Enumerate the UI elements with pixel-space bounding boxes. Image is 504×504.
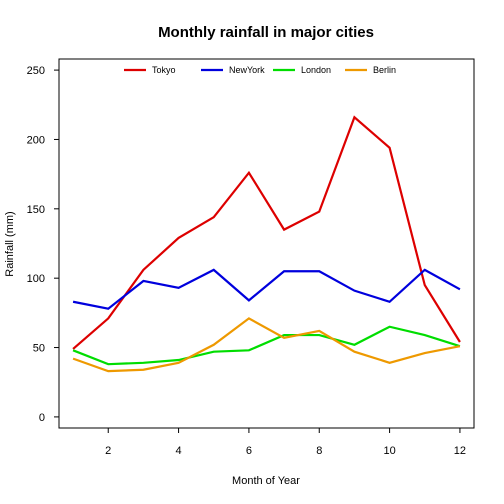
x-tick-label: 12 [454,445,466,457]
y-tick-label: 50 [33,343,45,355]
series-line-berlin [72,317,461,373]
x-tick-label: 2 [105,445,111,457]
x-axis: 2 4 6 8 10 12 [105,428,466,457]
legend-label-newyork: NewYork [229,65,265,75]
x-tick-label: 10 [383,445,395,457]
series-line-newyork [72,268,461,310]
x-tick-label: 8 [316,445,322,457]
legend-label-berlin: Berlin [373,65,396,75]
y-tick-label: 100 [27,273,45,285]
y-axis: 0 50 100 150 200 250 [27,65,59,424]
plot-frame [58,58,475,429]
series-line-tokyo [72,115,461,350]
x-tick-label: 4 [176,445,182,457]
y-tick-label: 250 [27,65,45,77]
series-lines [72,115,461,373]
series-line-london [72,325,461,366]
legend-label-london: London [301,65,331,75]
x-tick-label: 6 [246,445,252,457]
chart-title: Monthly rainfall in major cities [158,24,374,41]
y-tick-label: 200 [27,134,45,146]
legend: Tokyo NewYork London Berlin [124,65,396,75]
y-tick-label: 0 [39,412,45,424]
y-tick-label: 150 [27,204,45,216]
y-axis-label: Rainfall (mm) [4,211,16,276]
legend-label-tokyo: Tokyo [152,65,176,75]
x-axis-label: Month of Year [232,475,300,487]
